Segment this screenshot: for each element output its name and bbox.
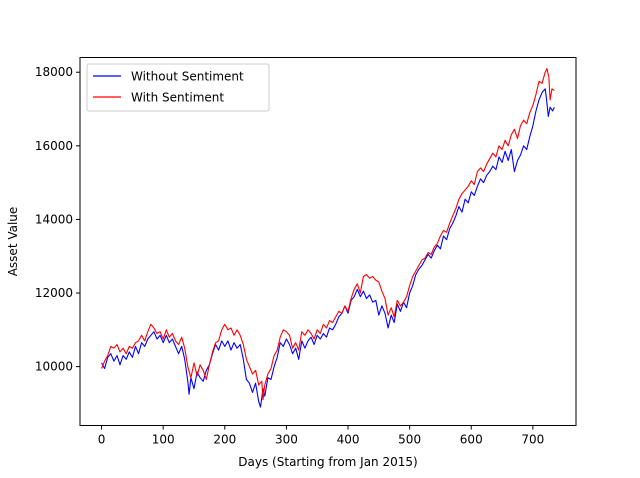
x-tick-label: 600 bbox=[460, 433, 483, 447]
x-axis: 0 100 200 300 400 500 600 700 bbox=[98, 425, 544, 447]
x-tick-label: 400 bbox=[337, 433, 360, 447]
series-line-with-sentiment bbox=[101, 67, 555, 401]
x-tick-label: 200 bbox=[213, 433, 236, 447]
x-axis-label: Days (Starting from Jan 2015) bbox=[238, 455, 417, 469]
legend-box bbox=[86, 63, 270, 112]
x-tick-label: 700 bbox=[521, 433, 544, 447]
y-tick-label: 14000 bbox=[35, 212, 73, 226]
y-tick-label: 18000 bbox=[35, 65, 73, 79]
x-tick-label: 100 bbox=[152, 433, 175, 447]
series-lines bbox=[101, 67, 555, 408]
x-tick-label: 500 bbox=[398, 433, 421, 447]
x-tick-label: 300 bbox=[275, 433, 298, 447]
y-tick-label: 10000 bbox=[35, 360, 73, 374]
plot-frame bbox=[79, 57, 577, 426]
legend-label-without-sentiment: Without Sentiment bbox=[131, 70, 244, 84]
legend: Without Sentiment With Sentiment bbox=[86, 63, 270, 112]
x-tick-label: 0 bbox=[98, 433, 106, 447]
y-tick-label: 12000 bbox=[35, 286, 73, 300]
series-line-without-sentiment bbox=[101, 88, 555, 408]
y-axis-label: Asset Value bbox=[6, 207, 20, 277]
y-axis: 10000 12000 14000 16000 18000 bbox=[35, 65, 80, 374]
y-tick-label: 16000 bbox=[35, 139, 73, 153]
legend-label-with-sentiment: With Sentiment bbox=[131, 91, 224, 105]
